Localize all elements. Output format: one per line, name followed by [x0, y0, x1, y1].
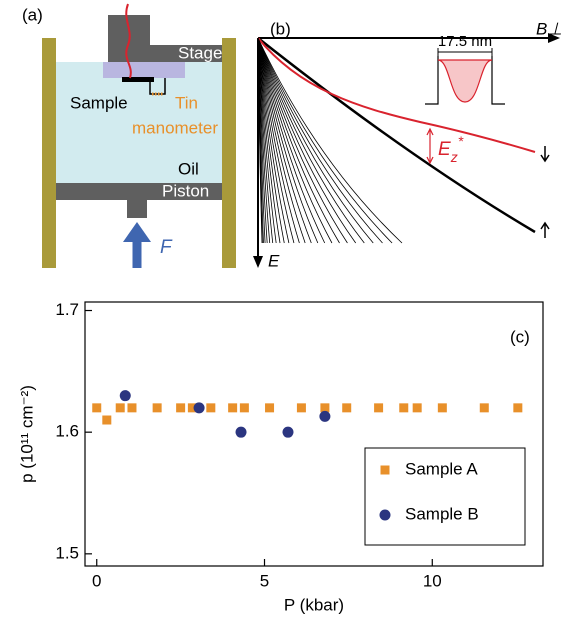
point	[239, 403, 249, 413]
point	[92, 403, 102, 413]
y-tick-label: 1.7	[55, 300, 79, 319]
y-tick-label: 1.6	[55, 422, 79, 441]
sample-label: Sample	[70, 93, 128, 112]
gap-label: Ez*	[438, 133, 464, 165]
point	[319, 410, 331, 422]
fan-line	[257, 37, 326, 244]
oil-bath	[56, 62, 222, 185]
point	[152, 403, 162, 413]
force-label: F	[160, 237, 173, 258]
fan-line	[257, 37, 306, 244]
x-tick-label: 5	[260, 571, 269, 590]
fan-line	[257, 37, 319, 244]
fan-line	[257, 37, 357, 244]
point	[115, 403, 125, 413]
fan-line	[257, 37, 290, 244]
piston-label: Piston	[162, 181, 209, 200]
left-wall	[42, 38, 56, 268]
oil-label: Oil	[178, 159, 199, 178]
point	[320, 403, 330, 413]
x-axis-title: P (kbar)	[284, 595, 344, 614]
point	[342, 403, 352, 413]
manometer-label: manometer	[132, 118, 218, 137]
fan-line	[257, 37, 348, 244]
e-arrowhead	[253, 256, 263, 268]
stage-label: Stage	[178, 43, 222, 62]
panel-c: (c) P (kbar) p (10¹¹ cm⁻²) 0 5 10 1.5 1.6 1.7…	[17, 300, 544, 614]
legend-box	[364, 447, 526, 546]
panel-label: (c)	[510, 327, 530, 346]
well	[425, 56, 505, 105]
point	[206, 403, 216, 413]
x-tick-label: 0	[92, 571, 101, 590]
wavefunction	[437, 59, 493, 103]
fan-line	[257, 37, 285, 244]
width-bar	[437, 48, 493, 56]
fan-line	[257, 37, 403, 244]
point	[437, 403, 447, 413]
point	[176, 403, 186, 413]
point	[127, 403, 137, 413]
sample-holder	[103, 62, 185, 78]
plot-frame	[84, 301, 544, 567]
point	[399, 403, 409, 413]
fan-line	[257, 37, 295, 244]
right-wall	[222, 38, 236, 268]
fan-line	[257, 37, 383, 244]
x-tick-label: 10	[423, 571, 442, 590]
force-arrowhead	[123, 222, 151, 242]
y-axis-label: E	[268, 251, 280, 270]
point	[265, 403, 275, 413]
wire	[125, 3, 132, 79]
panel-b: (b) B⊥ E 17.5 nm Ez*	[253, 19, 562, 270]
point	[193, 402, 205, 414]
fan-line	[257, 37, 333, 244]
piston	[56, 183, 222, 200]
b-arrowhead	[548, 33, 560, 43]
manometer-wire	[149, 78, 166, 95]
fan-line	[257, 37, 300, 244]
point	[296, 403, 306, 413]
point	[102, 415, 112, 425]
fan-line	[257, 37, 393, 244]
point	[228, 403, 238, 413]
spin-down	[540, 146, 550, 163]
fan-line	[257, 37, 312, 244]
panel-a: (a) Stage Sample Tin manometer Oil Pisto…	[22, 3, 236, 268]
panel-label: (a)	[22, 5, 43, 24]
gap-symbol: E	[438, 139, 451, 160]
point	[479, 403, 489, 413]
spin-up	[540, 221, 550, 238]
gap-sup: *	[458, 133, 464, 149]
point	[119, 390, 131, 402]
piston-stem	[127, 199, 147, 218]
fan-line	[257, 37, 340, 244]
legend-label: Sample A	[405, 459, 478, 478]
gap-sub: z	[450, 149, 458, 165]
panel-label: (b)	[270, 19, 291, 38]
point	[513, 403, 523, 413]
stage	[108, 45, 222, 62]
y-tick-label: 1.5	[55, 543, 79, 562]
fan-line	[257, 37, 281, 244]
legend-marker	[380, 465, 390, 475]
lower-level	[257, 37, 536, 234]
y-axis-title: p (10¹¹ cm⁻²)	[17, 385, 36, 483]
legend-label: Sample B	[405, 504, 479, 523]
width-label: 17.5 nm	[438, 33, 492, 50]
point	[187, 403, 197, 413]
tin-label: Tin	[175, 93, 198, 112]
fan-line	[257, 37, 365, 244]
x-axis-label: B⊥	[536, 19, 562, 38]
sample-chip	[122, 77, 154, 82]
gap-arrowheads	[426, 127, 434, 165]
fan-line	[257, 37, 374, 244]
point	[235, 426, 247, 438]
upper-level	[257, 37, 536, 153]
legend-marker	[379, 509, 391, 521]
point	[412, 403, 422, 413]
point	[282, 426, 294, 438]
point	[374, 403, 384, 413]
